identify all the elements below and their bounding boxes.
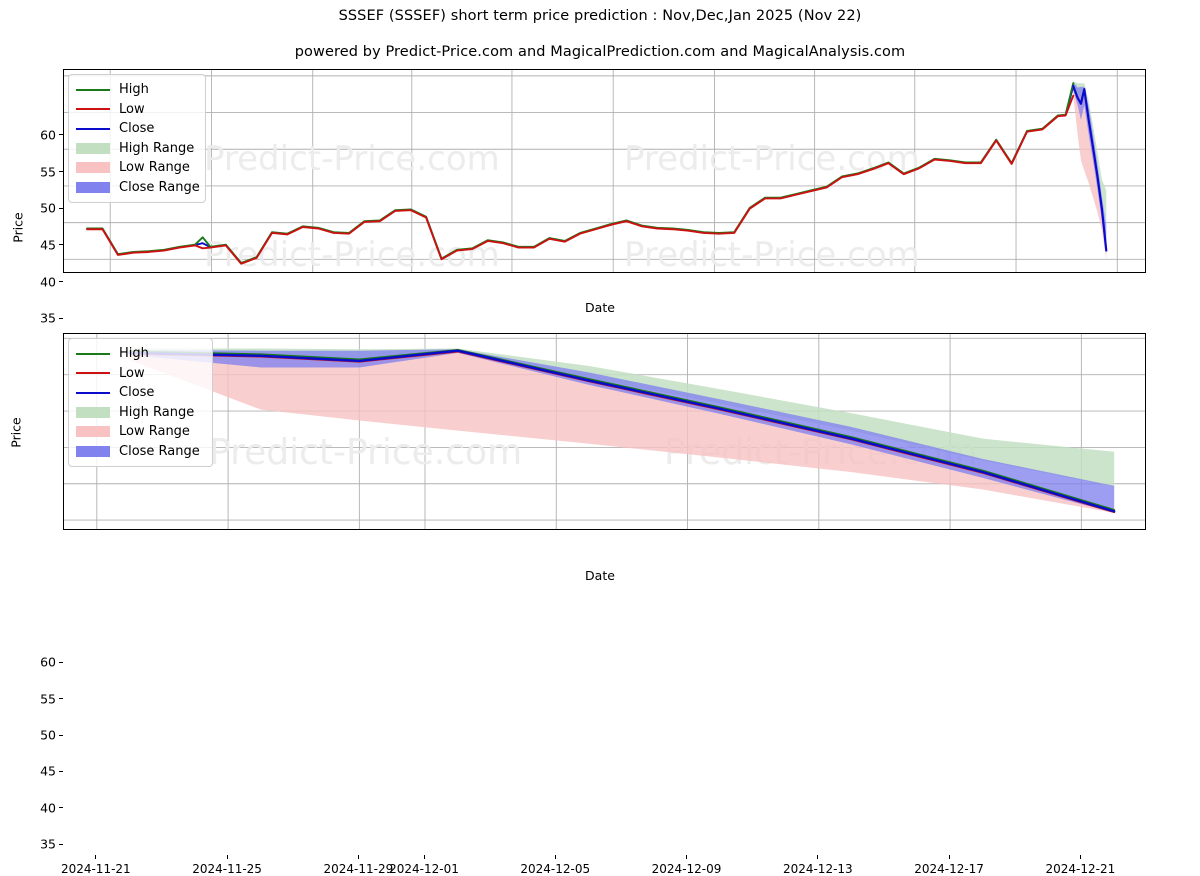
x-tick-mark xyxy=(226,855,228,859)
y-tick-label: 60 xyxy=(40,654,56,670)
legend-patch-icon xyxy=(76,142,110,154)
x-tick-mark xyxy=(686,855,688,859)
forecast-legend: High Low Close High Range Low Range Close Ran… xyxy=(68,338,213,467)
legend-item-label: Close Range xyxy=(119,179,200,195)
svg-text:Predict-Price.com: Predict-Price.com xyxy=(624,139,920,179)
y-tick-label: 45 xyxy=(40,763,56,779)
svg-text:Predict-Price.com: Predict-Price.com xyxy=(209,432,522,473)
legend-line-icon xyxy=(76,123,110,135)
y-tick-mark xyxy=(59,661,63,663)
y-tick-label: 40 xyxy=(40,800,56,816)
legend-item-high: High xyxy=(76,80,196,100)
legend-line-icon xyxy=(76,84,110,96)
legend-item-label: Low Range xyxy=(119,424,190,440)
legend-patch-icon xyxy=(76,445,110,457)
y-tick-label: 50 xyxy=(40,200,56,216)
x-tick-label: 2024-11-21 xyxy=(60,862,131,876)
legend-item-label: High Range xyxy=(119,140,195,156)
legend-item-close-range: Close Range xyxy=(76,442,203,462)
legend-item-low: Low xyxy=(76,100,196,120)
legend-patch-icon xyxy=(76,406,110,418)
y-tick-mark xyxy=(59,843,63,845)
legend-line-icon xyxy=(76,367,110,379)
legend-item-low-range: Low Range xyxy=(76,422,203,442)
legend-item-low: Low xyxy=(76,364,203,384)
y-tick-mark xyxy=(59,807,63,809)
legend-item-close: Close xyxy=(76,383,203,403)
legend-item-close: Close xyxy=(76,119,196,139)
legend-patch-icon xyxy=(76,162,110,174)
x-tick-label: 2024-12-01 xyxy=(389,862,459,876)
x-tick-label: 2024-12-09 xyxy=(651,862,722,876)
x-tick-mark xyxy=(95,855,97,859)
x-tick-mark xyxy=(357,855,359,859)
legend-item-label: Close xyxy=(119,121,155,137)
y-tick-mark xyxy=(59,698,63,700)
legend-item-label: High Range xyxy=(119,404,195,420)
legend-item-high-range: High Range xyxy=(76,139,196,159)
history-panel: Price Predict-Price.com Predict-Price.com… xyxy=(0,60,1200,354)
y-tick-mark xyxy=(59,207,63,209)
x-tick-label: 2024-12-21 xyxy=(1045,862,1116,876)
y-tick-label: 50 xyxy=(40,727,56,743)
y-tick-label: 55 xyxy=(40,691,56,707)
x-tick-label: 2024-12-13 xyxy=(782,862,853,876)
legend-item-high: High xyxy=(76,344,203,364)
chart-page: SSSEF (SSSEF) short term price predictio… xyxy=(0,8,1200,876)
history-legend: High Low Close High Range Low Range Close Ran… xyxy=(68,74,206,203)
forecast-x-axis-label: Date xyxy=(585,568,615,583)
y-tick-mark xyxy=(59,770,63,772)
y-tick-label: 55 xyxy=(40,164,56,180)
y-tick-mark xyxy=(59,134,63,136)
y-tick-mark xyxy=(59,171,63,173)
legend-item-label: Low Range xyxy=(119,160,190,176)
y-tick-mark xyxy=(59,734,63,736)
legend-item-low-range: Low Range xyxy=(76,158,196,178)
history-plot-svg: Predict-Price.com Predict-Price.com Predic… xyxy=(64,70,1145,273)
forecast-panel: Price Predict-Price.comPredict-Price.com… xyxy=(0,325,1200,876)
legend-item-close-range: Close Range xyxy=(76,178,200,198)
x-tick-mark xyxy=(817,855,819,859)
y-tick-label: 35 xyxy=(40,310,56,326)
x-tick-label: 2024-11-25 xyxy=(192,862,262,876)
legend-item-label: High xyxy=(119,82,149,98)
legend-item-label: High xyxy=(119,346,149,362)
legend-item-label: Low xyxy=(119,101,145,117)
x-tick-label: 2024-12-05 xyxy=(520,862,591,876)
y-tick-mark xyxy=(59,244,63,246)
y-tick-label: 35 xyxy=(40,836,56,852)
svg-text:Predict-Price.com: Predict-Price.com xyxy=(204,235,500,273)
page-title: SSSEF (SSSEF) short term price predictio… xyxy=(338,8,862,24)
legend-item-high-range: High Range xyxy=(76,403,203,423)
legend-item-label: Close Range xyxy=(119,443,200,459)
y-tick-label: 40 xyxy=(40,274,56,290)
x-tick-label: 2024-11-29 xyxy=(323,862,394,876)
legend-patch-icon xyxy=(76,426,110,438)
y-tick-label: 45 xyxy=(40,237,56,253)
svg-text:Predict-Price.com: Predict-Price.com xyxy=(204,139,500,179)
legend-line-icon xyxy=(76,387,110,399)
svg-text:Predict-Price.com: Predict-Price.com xyxy=(624,235,920,273)
y-tick-mark xyxy=(59,317,63,319)
x-tick-mark xyxy=(1079,855,1081,859)
x-tick-mark xyxy=(423,855,425,859)
history-x-axis-label: Date xyxy=(585,300,615,315)
x-tick-mark xyxy=(948,855,950,859)
legend-line-icon xyxy=(76,348,110,360)
forecast-y-axis-label: Price xyxy=(8,417,24,448)
legend-patch-icon xyxy=(76,181,110,193)
legend-line-icon xyxy=(76,103,110,115)
y-tick-mark xyxy=(59,281,63,283)
y-tick-label: 60 xyxy=(40,127,56,143)
page-subtitle: powered by Predict-Price.com and Magical… xyxy=(294,44,906,60)
history-plot-area: Predict-Price.com Predict-Price.com Predic… xyxy=(63,69,1146,273)
legend-item-label: Close xyxy=(119,385,155,401)
x-tick-label: 2024-12-17 xyxy=(914,862,984,876)
legend-item-label: Low xyxy=(119,365,145,381)
x-tick-mark xyxy=(554,855,556,859)
